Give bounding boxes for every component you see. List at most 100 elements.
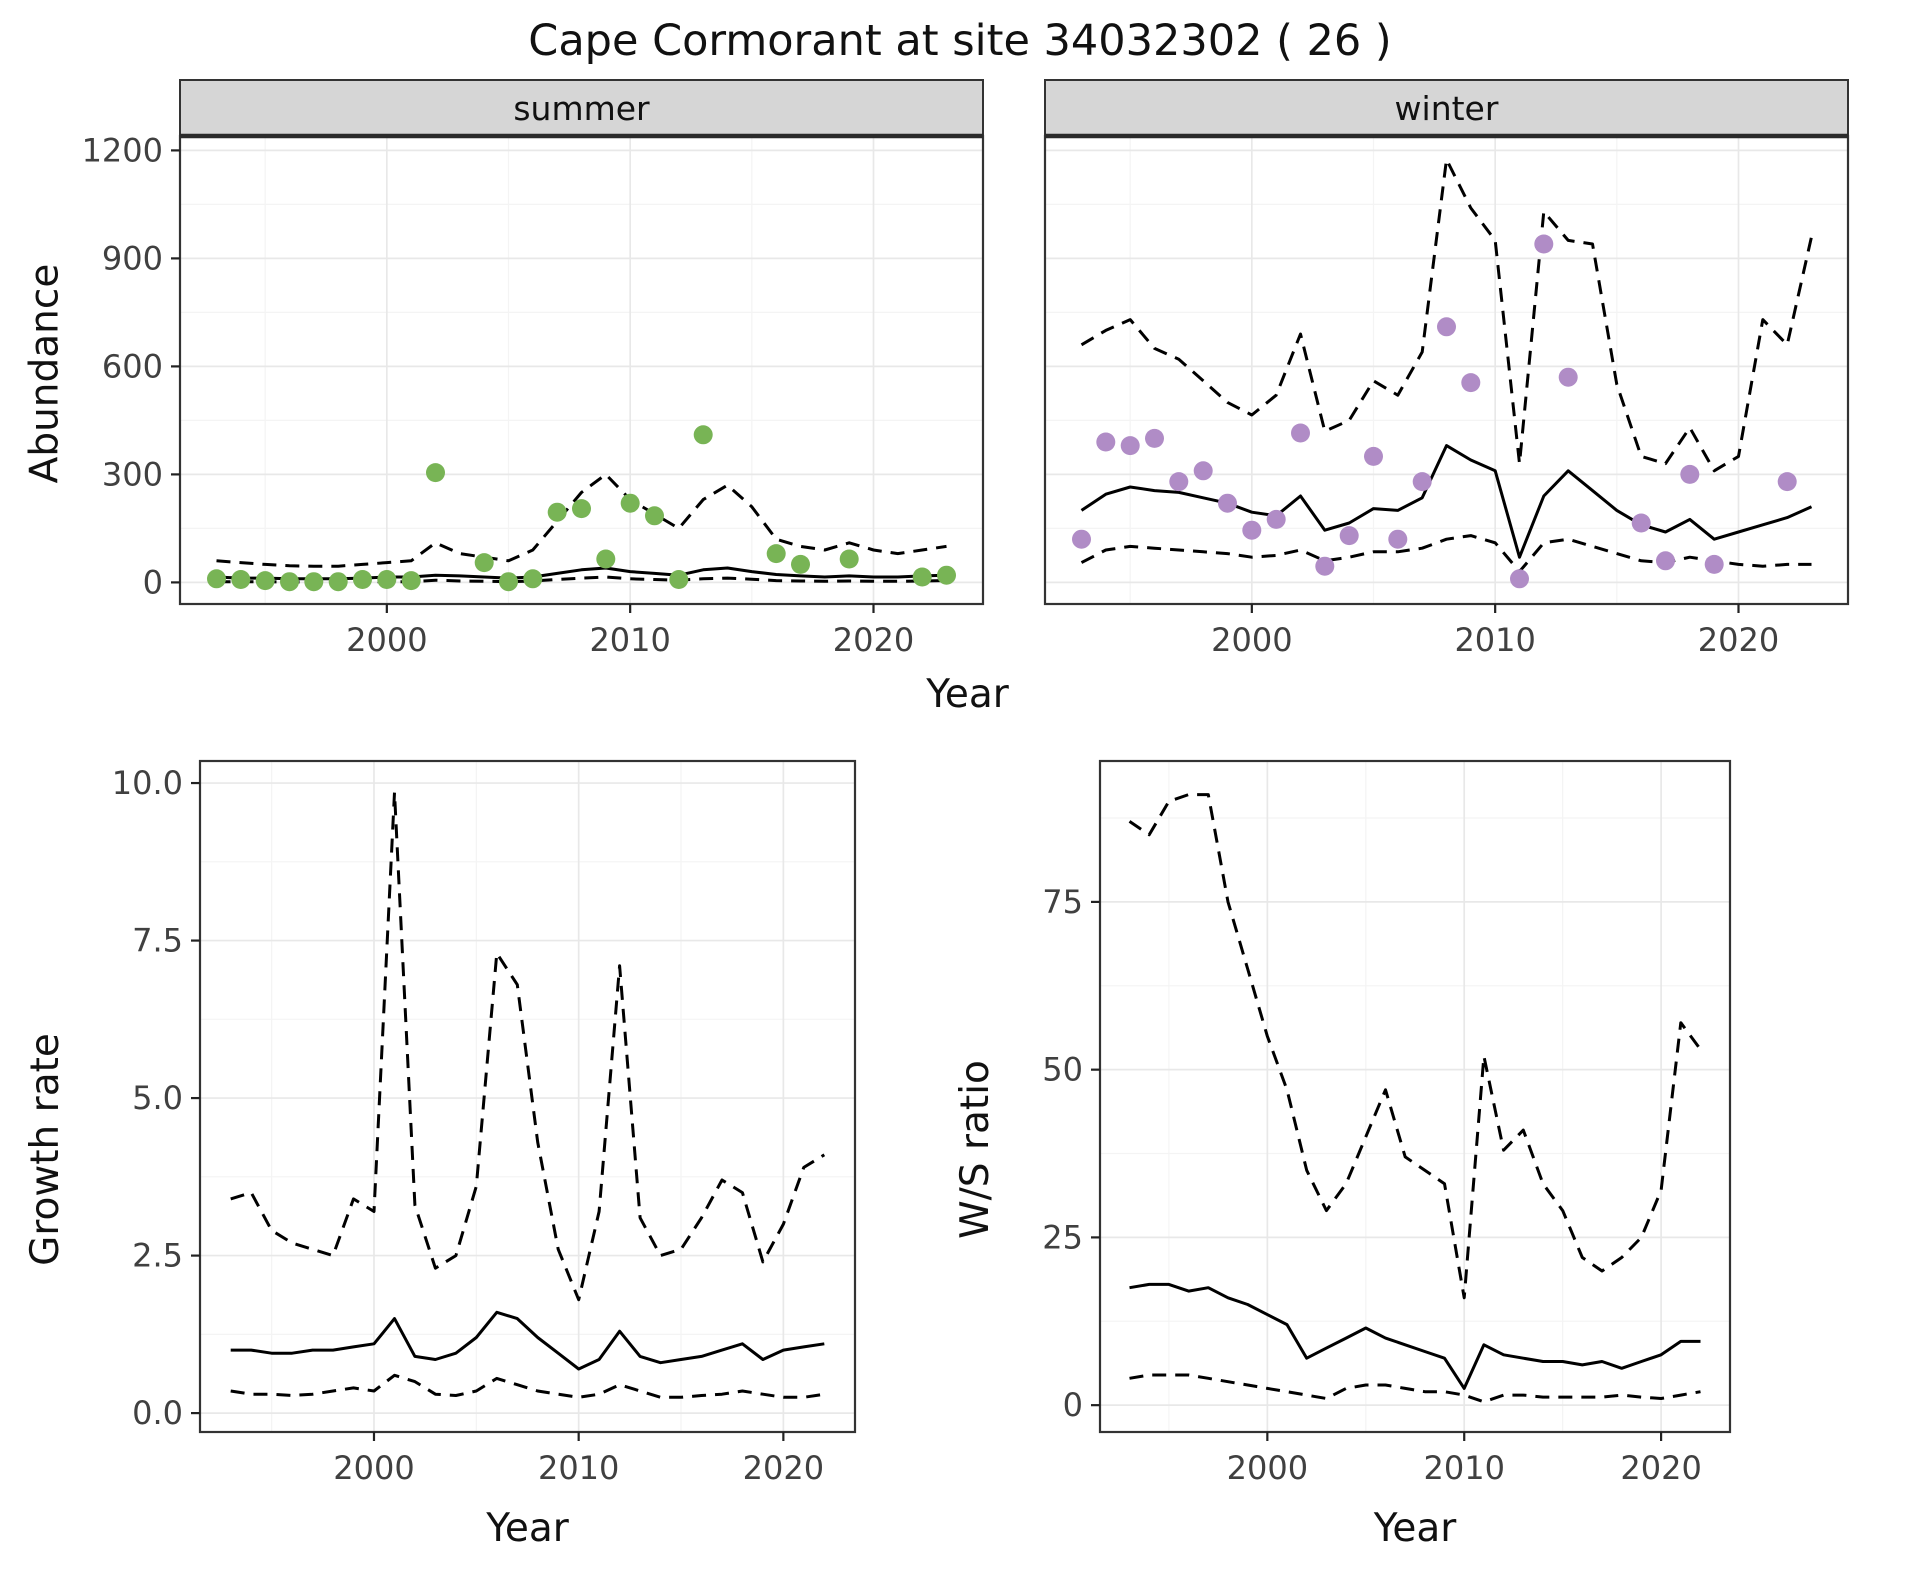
facet-strip-label: winter: [1395, 89, 1499, 128]
x-tick-label: 2010: [589, 621, 670, 659]
observation-point: [766, 544, 786, 564]
axis-ticks: 2000 2010 2020: [1211, 604, 1779, 659]
abundance-axis-title-text: Abundance: [22, 263, 68, 483]
observation-point: [1266, 509, 1286, 529]
observation-point: [1777, 472, 1797, 492]
y-tick-label: 300: [102, 455, 163, 493]
x-tick-label: 2010: [1424, 1449, 1505, 1487]
facet-strip: [1044, 79, 1849, 137]
observation-point: [499, 572, 518, 592]
y-tick-label: 0.0: [132, 1394, 183, 1432]
ws-ratio-axis-title: W/S ratio: [945, 747, 1005, 1551]
panel-background: [200, 761, 855, 1432]
top-x-axis-title: Year: [926, 672, 1009, 717]
fit-line: [1080, 444, 1813, 559]
observation-point: [1437, 317, 1456, 337]
observation-point: [547, 502, 567, 522]
growth-rate-chart-block: 2000 2010 2020 0.0 2.5 5.0 7.5 10.0 Year: [75, 747, 875, 1551]
observation-point: [377, 570, 397, 589]
y-tick-label: 2.5: [132, 1237, 183, 1275]
y-tick-label: 50: [1042, 1051, 1083, 1089]
observation-point: [1364, 446, 1383, 466]
x-tick-label: 2020: [1620, 1449, 1701, 1487]
observation-point: [1534, 234, 1554, 254]
ws-ratio-chart: 2000 2010 2020 0 25 50 75: [1042, 759, 1732, 1487]
observation-point: [231, 570, 251, 589]
lower_ci-line: [1080, 534, 1812, 574]
observation-point: [1218, 493, 1237, 513]
x-tick-label: 2000: [1211, 621, 1292, 659]
observation-point: [523, 569, 543, 589]
figure-title: Cape Cormorant at site 34032302 ( 26 ): [528, 16, 1392, 66]
x-tick-label: 2010: [538, 1449, 619, 1487]
y-tick-label: 10.0: [112, 764, 183, 802]
observation-point: [693, 425, 713, 445]
observation-point: [1072, 529, 1091, 549]
upper_ci-line: [216, 472, 947, 568]
observation-point: [353, 570, 372, 589]
observation-point: [1704, 554, 1724, 574]
observation-point: [620, 493, 640, 513]
x-tick-label: 2000: [333, 1449, 414, 1487]
gridlines: [1100, 761, 1730, 1432]
gridlines: [1045, 136, 1848, 604]
facet-strip: [179, 79, 984, 137]
observation-point: [791, 554, 810, 574]
growth-rate-axis-title: Growth rate: [15, 747, 75, 1551]
observation-point: [645, 506, 664, 526]
observation-point: [912, 567, 932, 587]
observation-point: [1193, 461, 1213, 481]
y-tick-label: 5.0: [132, 1079, 183, 1117]
observation-point: [1388, 529, 1408, 549]
growth-rate-axis-title-text: Growth rate: [22, 1032, 68, 1266]
panel-background: [1100, 761, 1730, 1432]
observation-point: [328, 572, 348, 592]
panel-border: [1098, 759, 1732, 1434]
observation-point: [1412, 472, 1432, 492]
panel-background: [180, 136, 983, 604]
ws-x-axis-title: Year: [1373, 1506, 1457, 1551]
upper_ci-line: [1128, 793, 1702, 1300]
growth-rate-chart: 2000 2010 2020 0.0 2.5 5.0 7.5 10.0: [112, 759, 857, 1487]
observation-point: [1510, 569, 1529, 589]
axis-ticks: 2000 2010 2020 0 25 50 75: [1042, 883, 1702, 1487]
observation-point: [1558, 367, 1578, 387]
fit-line: [230, 1310, 825, 1371]
observation-point: [572, 499, 591, 519]
observation-point: [1242, 520, 1262, 540]
lower_ci-line: [1129, 1373, 1701, 1404]
x-tick-label: 2020: [833, 621, 914, 659]
panel-background: [1045, 136, 1848, 604]
winter-abundance-chart: winter 2000 2010 2020: [1043, 79, 1850, 659]
observation-point: [280, 572, 299, 592]
observation-point: [1461, 373, 1481, 393]
y-tick-label: 0: [143, 563, 163, 601]
summer-abundance-chart: summer 2000 2010 2020 0 300 600 900 1200: [82, 79, 985, 659]
y-tick-label: 7.5: [132, 922, 183, 960]
y-tick-label: 0: [1063, 1386, 1083, 1424]
observation-point: [1169, 472, 1189, 492]
observation-point: [1656, 551, 1675, 571]
axis-ticks: 2000 2010 2020 0 300 600 900 1200: [82, 131, 915, 659]
ws-ratio-axis-title-text: W/S ratio: [952, 1059, 998, 1239]
abundance-row: Abundance summer 2000 2010 2020 0 300 600 900 12…: [15, 78, 1920, 668]
gridlines: [200, 761, 855, 1432]
observation-point: [207, 569, 226, 589]
observation-point: [1315, 556, 1335, 576]
observation-point: [1145, 428, 1164, 448]
upper_ci-line: [230, 791, 826, 1302]
x-tick-label: 2020: [743, 1449, 824, 1487]
observation-point: [1096, 432, 1116, 452]
x-tick-label: 2020: [1698, 621, 1779, 659]
upper_ci-line: [1080, 157, 1813, 473]
y-tick-label: 600: [102, 347, 163, 385]
observation-point: [669, 570, 689, 589]
growth-x-axis-title: Year: [486, 1506, 569, 1551]
observation-point: [937, 565, 956, 585]
x-tick-label: 2010: [1454, 621, 1535, 659]
observation-point: [1120, 436, 1140, 456]
facet-gap: [995, 78, 1020, 668]
observation-point: [426, 463, 445, 483]
observation-point: [474, 553, 494, 573]
x-tick-label: 2000: [346, 621, 427, 659]
